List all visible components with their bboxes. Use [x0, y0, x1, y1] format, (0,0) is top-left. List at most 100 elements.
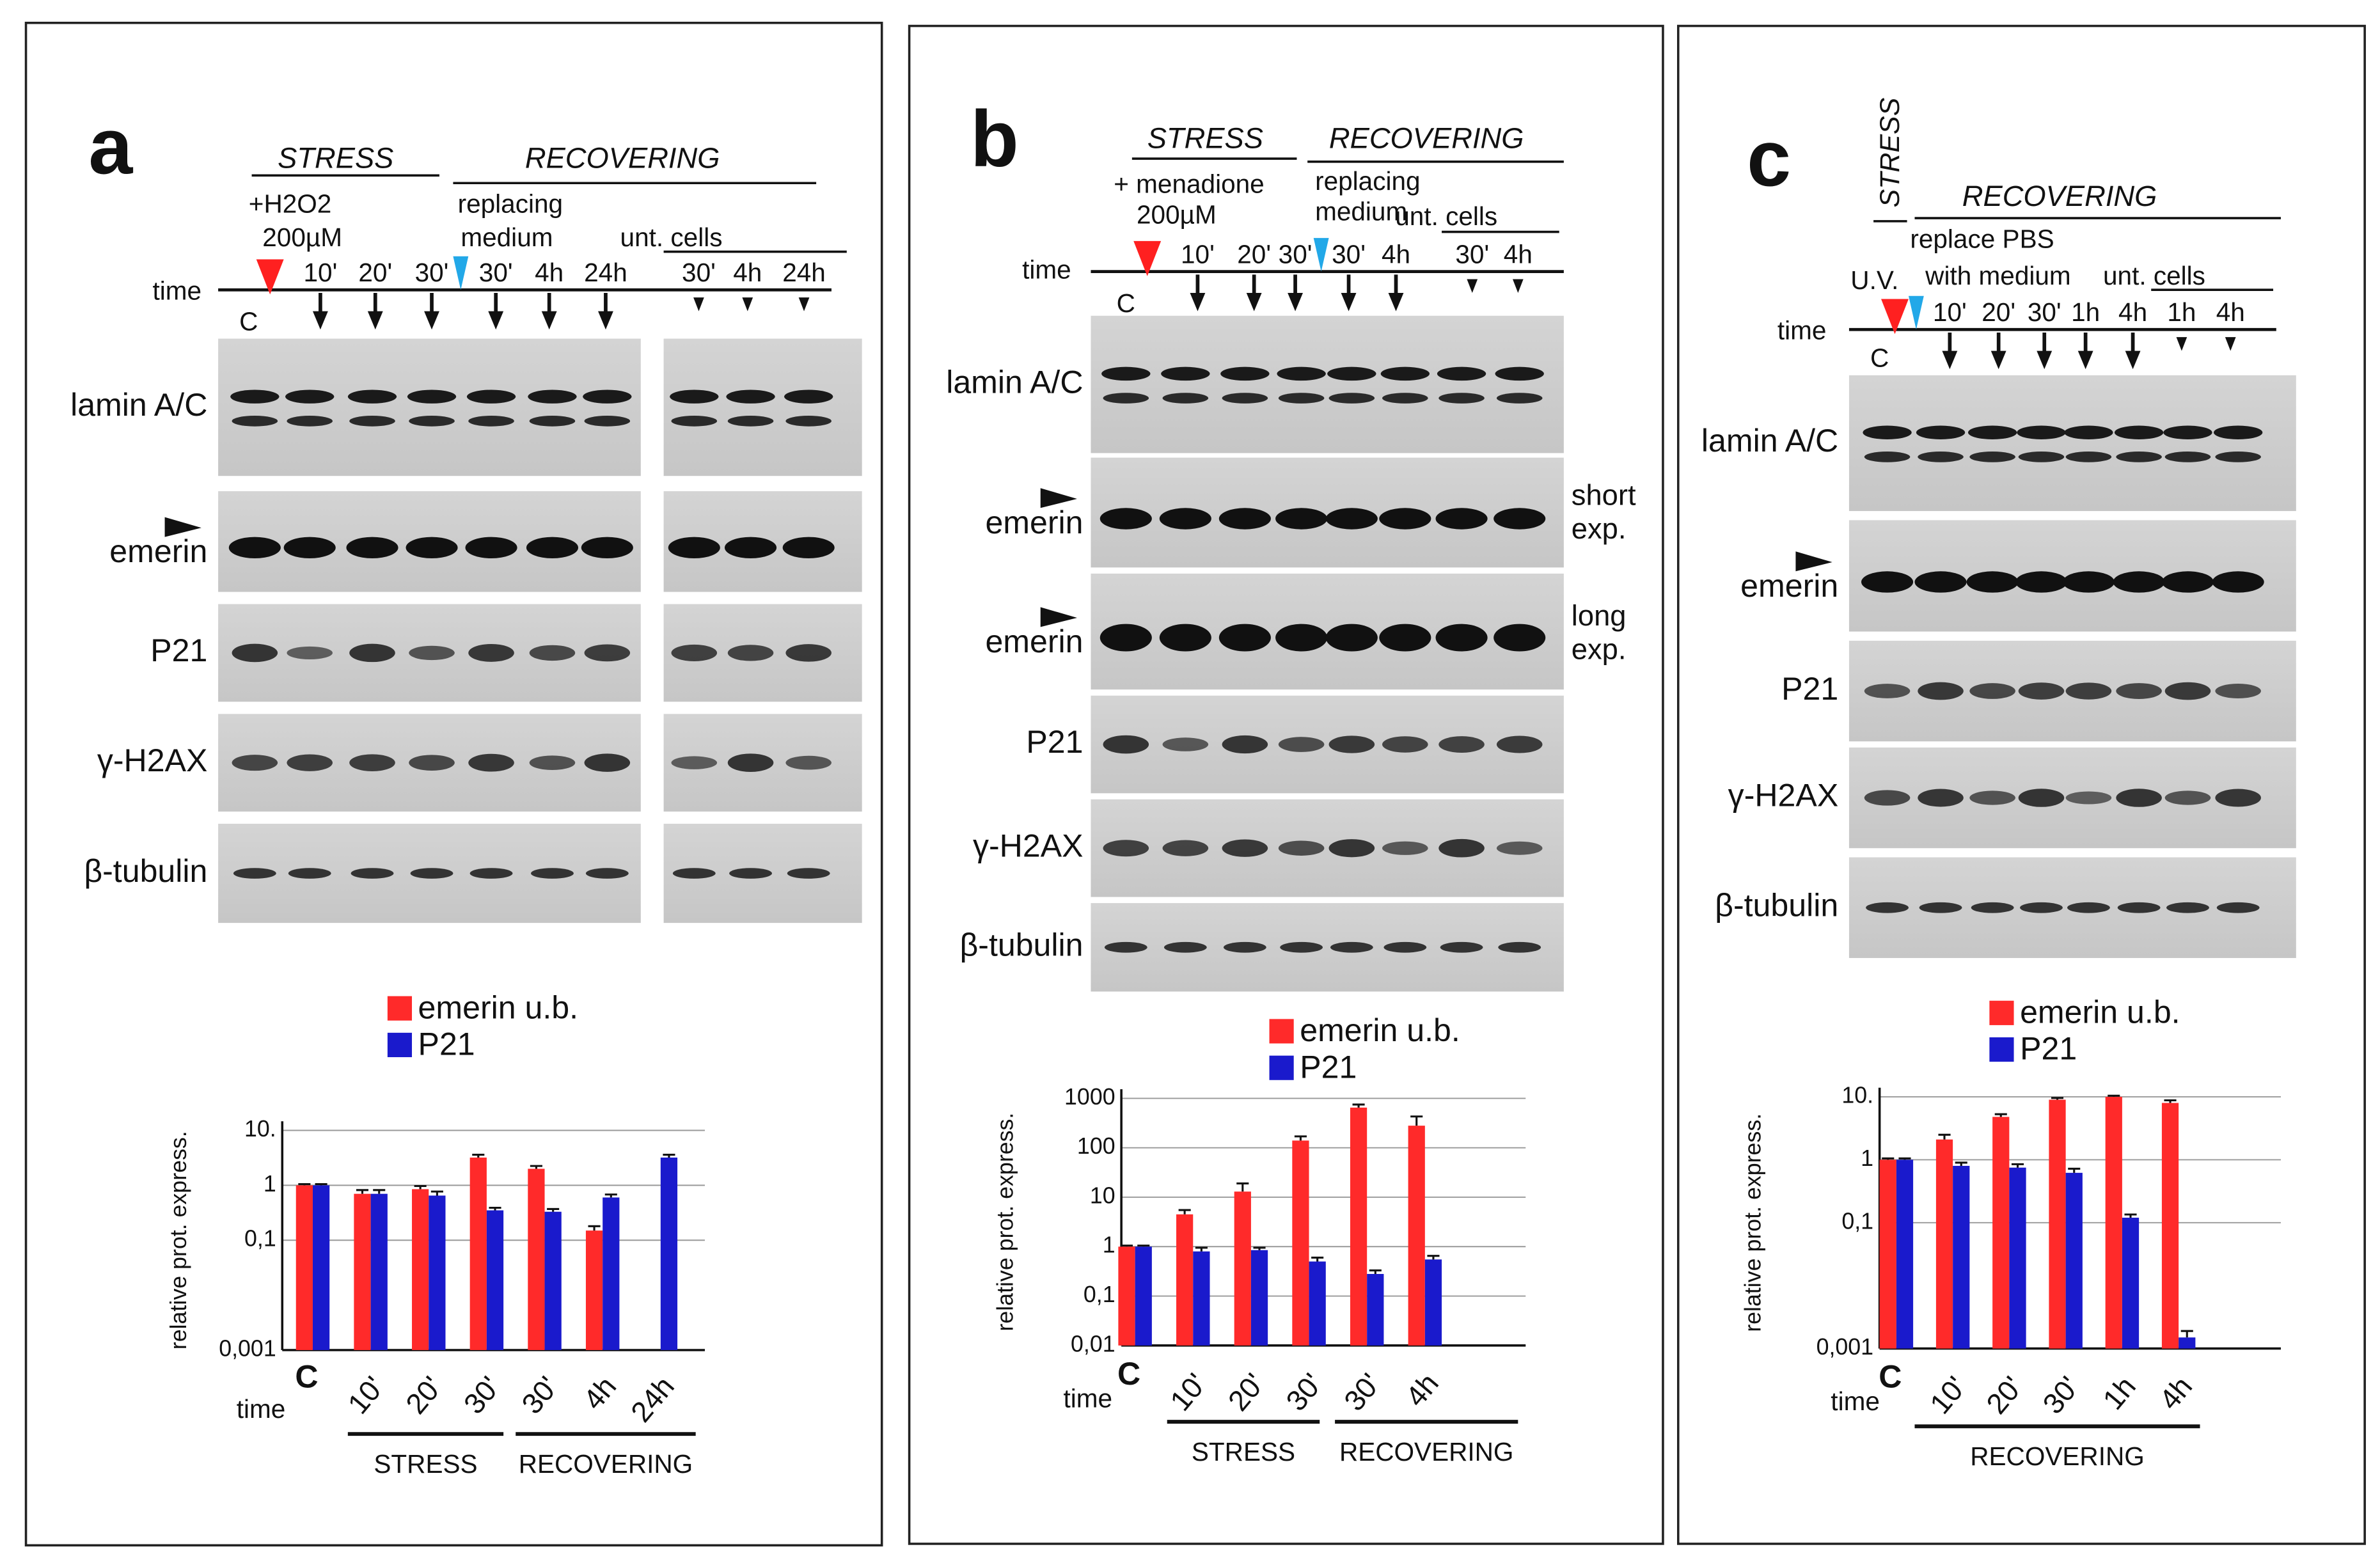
x-tick-label: 20'	[1222, 1367, 1271, 1417]
band	[466, 389, 516, 404]
lane-arrow	[798, 297, 810, 311]
x-tick-label: 4h	[1399, 1367, 1445, 1413]
error-bar	[1938, 1133, 1951, 1140]
lane-arrow	[1467, 279, 1478, 293]
label: emerin	[1740, 568, 1838, 604]
bar	[2105, 1097, 2122, 1349]
band	[232, 755, 278, 771]
label: 4h	[535, 258, 563, 287]
x-tick-label: 20'	[399, 1370, 448, 1420]
blot	[218, 338, 641, 476]
band	[1435, 508, 1488, 530]
error-bar	[472, 1154, 485, 1158]
label: with medium	[1925, 261, 2070, 290]
bar	[1953, 1165, 1970, 1349]
bar	[1992, 1117, 2010, 1349]
y-tick-label: 10.	[1841, 1082, 1873, 1108]
stress-marker	[1881, 299, 1909, 334]
lane-arrow	[1246, 274, 1262, 311]
bar	[1367, 1273, 1384, 1346]
label: STRESS	[1147, 122, 1263, 154]
label: + menadione	[1114, 169, 1264, 199]
label: C	[1870, 343, 1889, 373]
blot	[663, 338, 862, 476]
legend-label: P21	[2020, 1031, 2077, 1067]
band	[287, 754, 333, 771]
band	[1278, 393, 1325, 404]
legend-label: emerin u.b.	[418, 989, 579, 1025]
label: β-tubulin	[84, 853, 207, 889]
band	[351, 868, 394, 879]
error-bar	[1311, 1256, 1324, 1262]
band	[2065, 791, 2112, 805]
label: long	[1572, 599, 1627, 632]
error-bar	[298, 1183, 311, 1186]
y-axis-label: relative prot. express.	[1740, 1113, 1765, 1332]
label: 200µM	[1137, 200, 1217, 229]
band	[2164, 790, 2211, 805]
label: 30'	[2028, 297, 2061, 327]
x-tick-label: 30'	[1280, 1367, 1329, 1417]
x-tick-label: 1h	[2097, 1370, 2142, 1415]
band	[1438, 736, 1485, 753]
band	[2020, 902, 2063, 913]
band	[2117, 902, 2161, 913]
error-bar	[356, 1189, 369, 1194]
band	[406, 537, 458, 559]
label: 4h	[1504, 239, 1533, 269]
y-tick-label: 100	[1077, 1133, 1115, 1159]
group-label: RECOVERING	[1339, 1437, 1513, 1466]
label: γ-H2AX	[1728, 778, 1839, 813]
label: RECOVERING	[1329, 122, 1524, 154]
error-bar	[1369, 1269, 1382, 1274]
band	[1382, 841, 1428, 855]
band	[1435, 624, 1488, 652]
band	[285, 389, 335, 404]
x-tick-label: 20'	[1980, 1370, 2029, 1420]
band	[785, 415, 831, 427]
band	[2214, 425, 2263, 439]
band	[1864, 452, 1911, 462]
label: a	[88, 102, 133, 191]
legend-swatch	[1269, 1019, 1294, 1044]
band	[468, 415, 514, 427]
label: time	[1777, 316, 1827, 345]
band	[2114, 425, 2164, 439]
bar	[312, 1185, 330, 1350]
band	[1327, 366, 1376, 381]
label: STRESS	[278, 141, 393, 174]
band	[2116, 789, 2162, 807]
bar	[1176, 1214, 1194, 1346]
band	[1382, 736, 1428, 753]
error-bar	[604, 1193, 617, 1198]
band	[287, 415, 333, 427]
lane-arrow	[2225, 337, 2236, 351]
band	[2116, 452, 2162, 462]
band	[1103, 735, 1149, 754]
label: C	[239, 306, 258, 336]
lane-arrow	[541, 292, 557, 330]
y-tick-label: 1	[264, 1171, 276, 1197]
x-tick-label: 10'	[1923, 1370, 1973, 1420]
band	[1967, 425, 2017, 439]
label: 30'	[1279, 239, 1312, 269]
lane-arrow	[2077, 332, 2093, 370]
band	[1969, 790, 2015, 805]
band	[782, 537, 835, 559]
band	[288, 868, 331, 879]
error-bar	[1994, 1113, 2007, 1117]
x-tick-label: 30'	[1337, 1367, 1387, 1417]
bar	[469, 1157, 487, 1350]
legend-swatch	[1989, 1037, 2014, 1062]
label: 30'	[1332, 239, 1366, 269]
band	[727, 415, 774, 427]
label: γ-H2AX	[97, 743, 208, 778]
band	[287, 646, 333, 659]
group-label: STRESS	[374, 1449, 477, 1479]
band	[1437, 366, 1486, 381]
band	[1864, 790, 1911, 806]
band	[1162, 840, 1209, 856]
y-tick-label: 10	[1090, 1183, 1115, 1208]
label: +H2O2	[249, 189, 332, 219]
